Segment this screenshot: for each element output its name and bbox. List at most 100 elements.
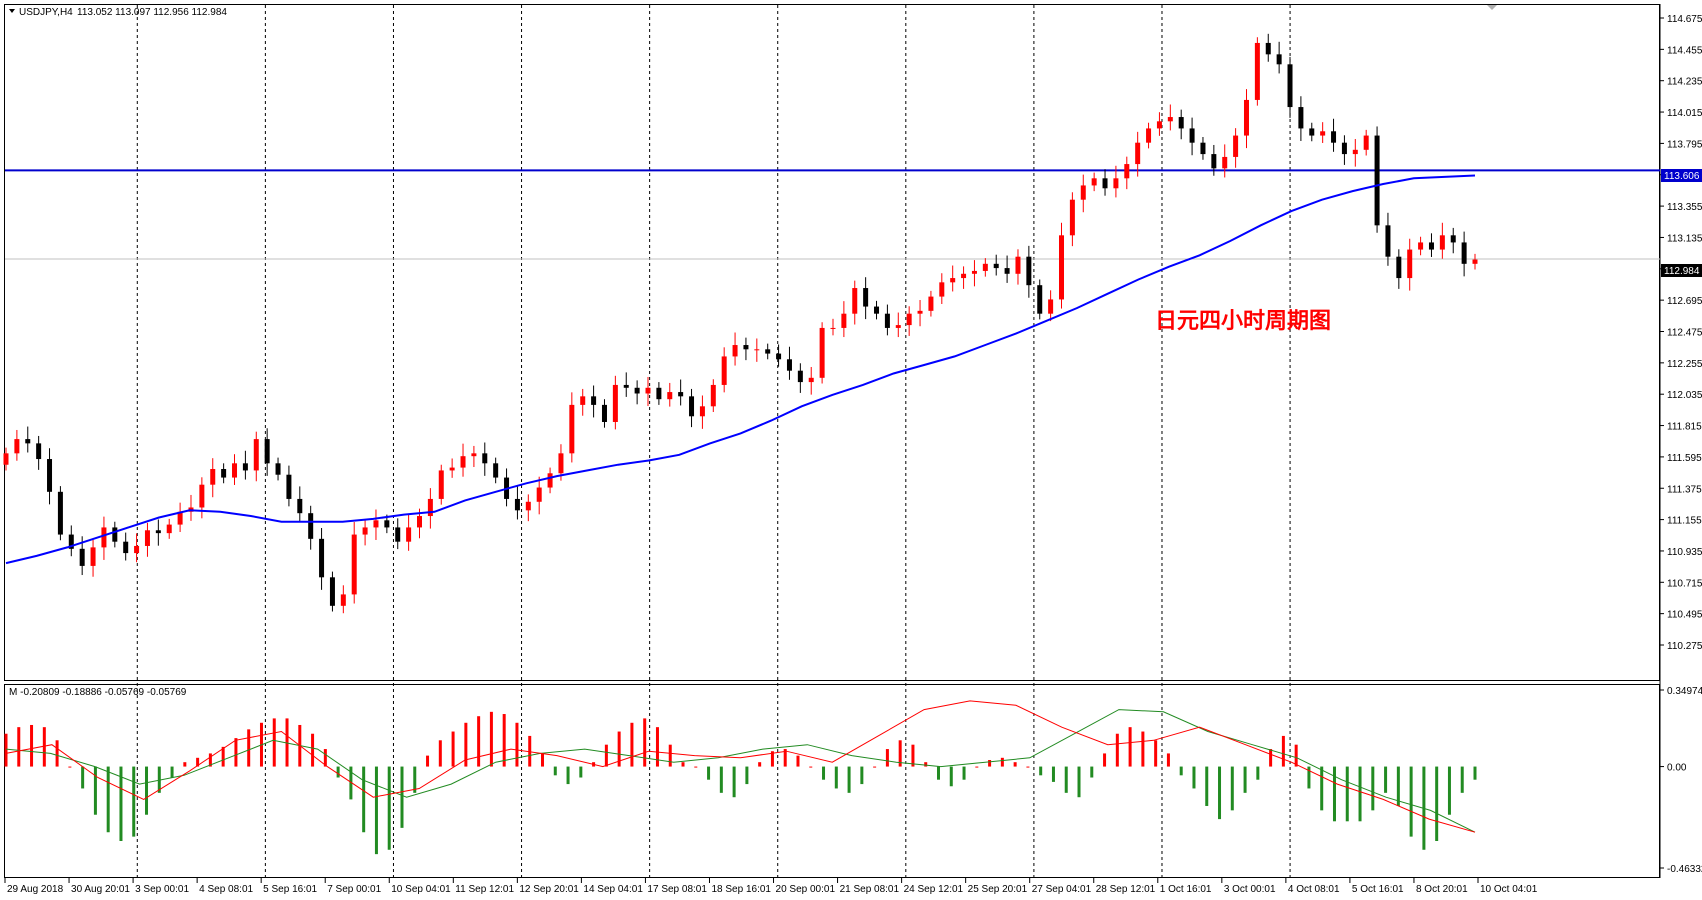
candle-body (406, 527, 412, 542)
time-tick-label: 10 Oct 04:01 (1480, 884, 1538, 895)
candle-body (689, 396, 695, 417)
candle-body (329, 577, 335, 606)
candle-body (221, 469, 227, 478)
candle-body (536, 487, 542, 502)
candle-body (1211, 154, 1217, 169)
candle-body (449, 467, 455, 471)
candle-body (732, 345, 738, 357)
histogram-bar (272, 718, 276, 767)
candle-body (57, 491, 63, 535)
candles (3, 33, 1478, 614)
candle-body (1015, 256, 1021, 274)
time-axis: 29 Aug 2018 30 Aug 20:01 3 Sep 00:01 4 Sep … (4, 878, 1538, 895)
histogram-bar (655, 727, 659, 767)
candle-body (471, 453, 477, 457)
candle-body (1385, 225, 1391, 257)
histogram-bar (1256, 766, 1260, 780)
candle-body (1407, 249, 1413, 279)
histogram-bar (374, 766, 378, 855)
time-tick-label: 1 Oct 16:01 (1160, 884, 1212, 895)
price-tick-label: 113.355 (1667, 202, 1702, 213)
histogram-bar (515, 722, 519, 767)
candle-body (1298, 107, 1304, 129)
histogram-bar (758, 762, 762, 767)
candle-body (232, 463, 238, 478)
candle-body (721, 356, 727, 385)
osc-tick-label: 0.00 (1667, 763, 1687, 774)
histogram-bar (247, 729, 251, 767)
histogram-bar (1077, 766, 1081, 798)
histogram-bar (553, 766, 557, 776)
histogram-bar (834, 766, 838, 789)
candle-body (884, 313, 890, 328)
candle-body (1287, 64, 1293, 108)
price-tick-label: 114.015 (1667, 108, 1702, 119)
histogram-bar (17, 727, 21, 767)
histogram-bar (566, 766, 570, 785)
price-axis: 114.675114.455114.235114.015113.795113.5… (1660, 14, 1702, 652)
histogram-bar (528, 735, 532, 767)
price-tick-label: 114.235 (1667, 77, 1702, 88)
candle-body (601, 404, 607, 422)
time-tick-label: 4 Oct 08:01 (1288, 884, 1340, 895)
candle-body (340, 594, 346, 606)
candle-body (144, 530, 150, 546)
candle-body (319, 538, 325, 578)
candle-body (1396, 256, 1402, 279)
histogram-bar (1345, 766, 1349, 822)
candle-body (1026, 256, 1032, 286)
candle-body (569, 404, 575, 454)
candle-body (297, 498, 303, 514)
price-tick-label: 114.675 (1667, 14, 1702, 25)
price-tick-label: 114.455 (1667, 45, 1702, 56)
histogram-bar (707, 766, 711, 780)
candle-body (1439, 235, 1445, 250)
histogram-bar (400, 766, 404, 828)
histogram-bar (1000, 757, 1004, 767)
histogram-bar (119, 766, 123, 842)
shift-marker-icon[interactable] (1487, 5, 1497, 10)
candle-body (1069, 199, 1075, 236)
histogram-bar (1205, 766, 1209, 806)
candle-body (155, 530, 161, 534)
histogram-bar (643, 718, 647, 767)
candle-body (1450, 235, 1456, 243)
vertical-gridlines (136, 5, 1291, 877)
collapse-triangle-icon[interactable] (9, 9, 15, 13)
candle-body (112, 527, 118, 542)
histogram-bar (349, 766, 353, 800)
histogram-bar (783, 749, 787, 767)
candle-body (134, 545, 140, 554)
time-tick-label: 3 Sep 00:01 (135, 884, 189, 895)
candle-body (101, 527, 107, 548)
candle-body (36, 443, 42, 460)
candle-body (819, 327, 825, 378)
candle-body (416, 516, 422, 528)
histogram-bar (68, 766, 72, 768)
histogram-bar (1090, 766, 1094, 778)
histogram-bar (1013, 762, 1017, 767)
histogram-bar (170, 766, 174, 778)
price-tick-label: 110.935 (1667, 547, 1702, 558)
candle-body (1113, 178, 1119, 189)
histogram-bar (1409, 766, 1413, 837)
histogram-bar (770, 751, 774, 767)
candle-body (1265, 42, 1271, 55)
histogram-bar (681, 762, 685, 767)
candle-body (656, 387, 662, 400)
histogram-bar (579, 766, 583, 778)
price-panel[interactable] (4, 4, 1660, 681)
oscillator-panel[interactable] (4, 684, 1660, 878)
histogram-bar (1358, 766, 1362, 822)
time-tick-label: 24 Sep 12:01 (904, 884, 964, 895)
candle-body (797, 370, 803, 383)
price-tick-label: 110.715 (1667, 578, 1702, 589)
candle-body (1102, 178, 1108, 189)
candle-body (166, 524, 172, 534)
candle-body (1091, 178, 1097, 186)
candle-body (558, 453, 564, 474)
candle-body (264, 439, 270, 464)
histogram-bar (719, 766, 723, 793)
candle-body (961, 273, 967, 279)
